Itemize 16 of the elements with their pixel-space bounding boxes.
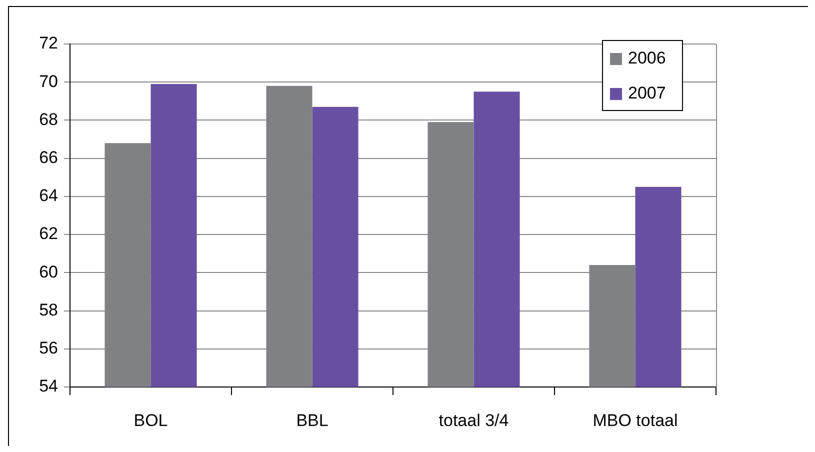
x-tick-label: totaal 3/4 [438,410,509,430]
y-tick-label: 70 [39,72,58,91]
y-tick-label: 54 [39,376,58,396]
x-tick-label: BBL [296,410,328,430]
y-tick-label: 56 [39,338,58,358]
y-tick-label: 64 [39,186,58,206]
y-tick-label: 58 [39,300,58,320]
y-tick-label: 66 [39,148,58,168]
x-tick-label: MBO totaal [592,410,678,430]
legend-label: 2006 [628,48,666,68]
x-tick-label: BOL [134,410,168,430]
y-tick-label: 72 [39,34,58,53]
y-tick-label: 60 [39,262,58,282]
y-tick-label: 62 [39,224,58,244]
legend-label: 2007 [628,84,666,103]
y-tick-label: 68 [39,110,58,129]
